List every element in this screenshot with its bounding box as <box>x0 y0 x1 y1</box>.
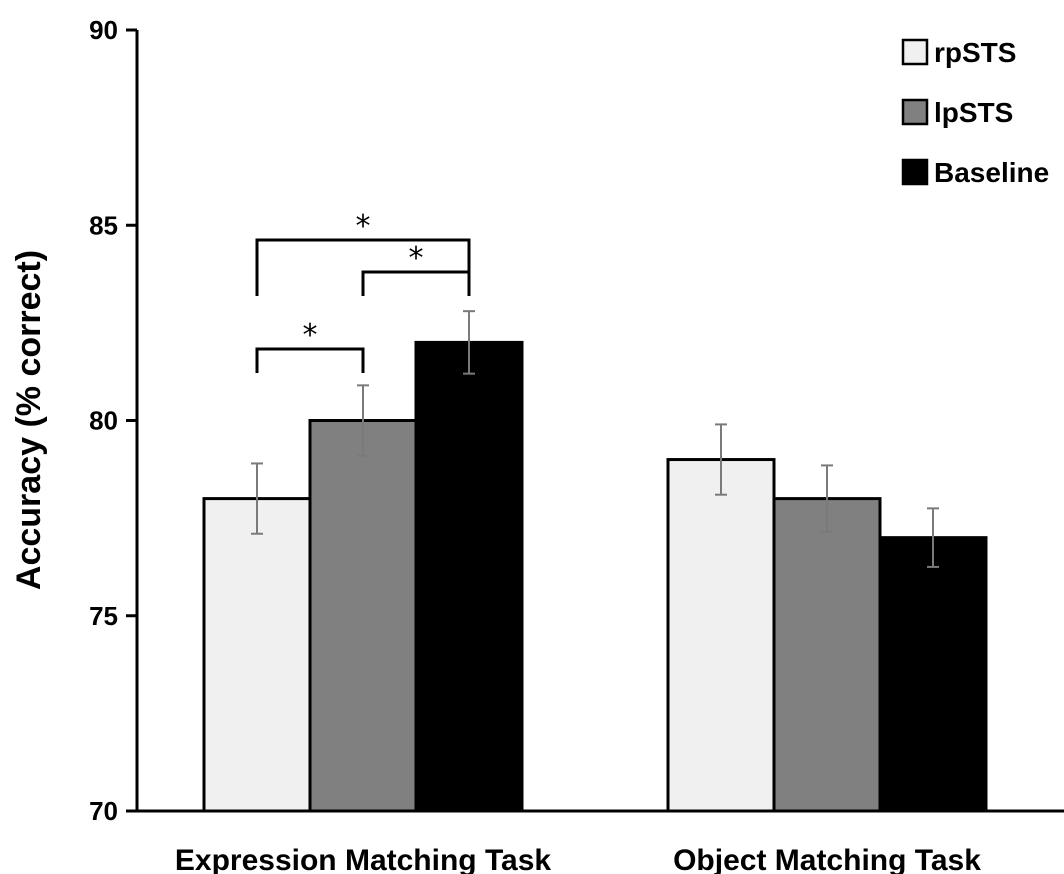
error-bar <box>251 462 263 535</box>
significance-star: * <box>356 209 371 244</box>
bar-lpsts-expression <box>308 419 418 813</box>
legend-item-lpsts: lpSTS <box>901 97 1013 128</box>
legend-label: Baseline <box>934 157 1049 188</box>
significance-star: * <box>303 318 318 353</box>
y-tick-label: 80 <box>89 406 118 436</box>
bar-rpsts-expression <box>202 497 312 813</box>
significance-bracket: * <box>255 318 365 373</box>
legend-item-rpsts: rpSTS <box>901 37 1016 68</box>
error-bar <box>821 464 833 533</box>
bar-lpsts-object <box>772 497 882 813</box>
category-labels-layer: Expression Matching Task Object Matching … <box>175 844 981 874</box>
y-tick-label: 85 <box>89 210 118 240</box>
y-axis-title: Accuracy (% correct) <box>10 250 48 590</box>
category-label: Object Matching Task <box>673 844 981 874</box>
bracket-line <box>255 238 471 296</box>
legend-swatch <box>901 158 929 186</box>
legend-swatch <box>901 98 929 126</box>
legend-item-baseline: Baseline <box>901 157 1049 188</box>
error-bar <box>463 310 475 375</box>
y-tick-label: 75 <box>89 601 118 631</box>
y-tick-label: 90 <box>89 15 118 45</box>
y-ticks-layer: 70 75 80 85 90 <box>89 15 137 826</box>
y-tick-label: 70 <box>89 796 118 826</box>
legend: rpSTS lpSTS Baseline <box>901 37 1049 188</box>
bar-baseline-object <box>878 536 988 813</box>
bars-layer <box>202 340 988 813</box>
significance-star: * <box>409 241 424 276</box>
error-bar <box>927 507 939 568</box>
legend-label: rpSTS <box>934 37 1016 68</box>
bracket-line <box>255 347 365 373</box>
legend-swatch <box>901 38 929 66</box>
significance-layer: * * * <box>255 209 471 373</box>
category-label: Expression Matching Task <box>175 844 552 874</box>
legend-label: lpSTS <box>934 97 1013 128</box>
bar-baseline-expression <box>414 340 524 813</box>
error-bar <box>357 384 369 457</box>
bar-rpsts-object <box>666 458 776 813</box>
significance-bracket: * <box>255 209 471 296</box>
significance-bracket: * <box>361 241 471 296</box>
error-bars-layer <box>251 310 939 568</box>
error-bar <box>715 423 727 496</box>
